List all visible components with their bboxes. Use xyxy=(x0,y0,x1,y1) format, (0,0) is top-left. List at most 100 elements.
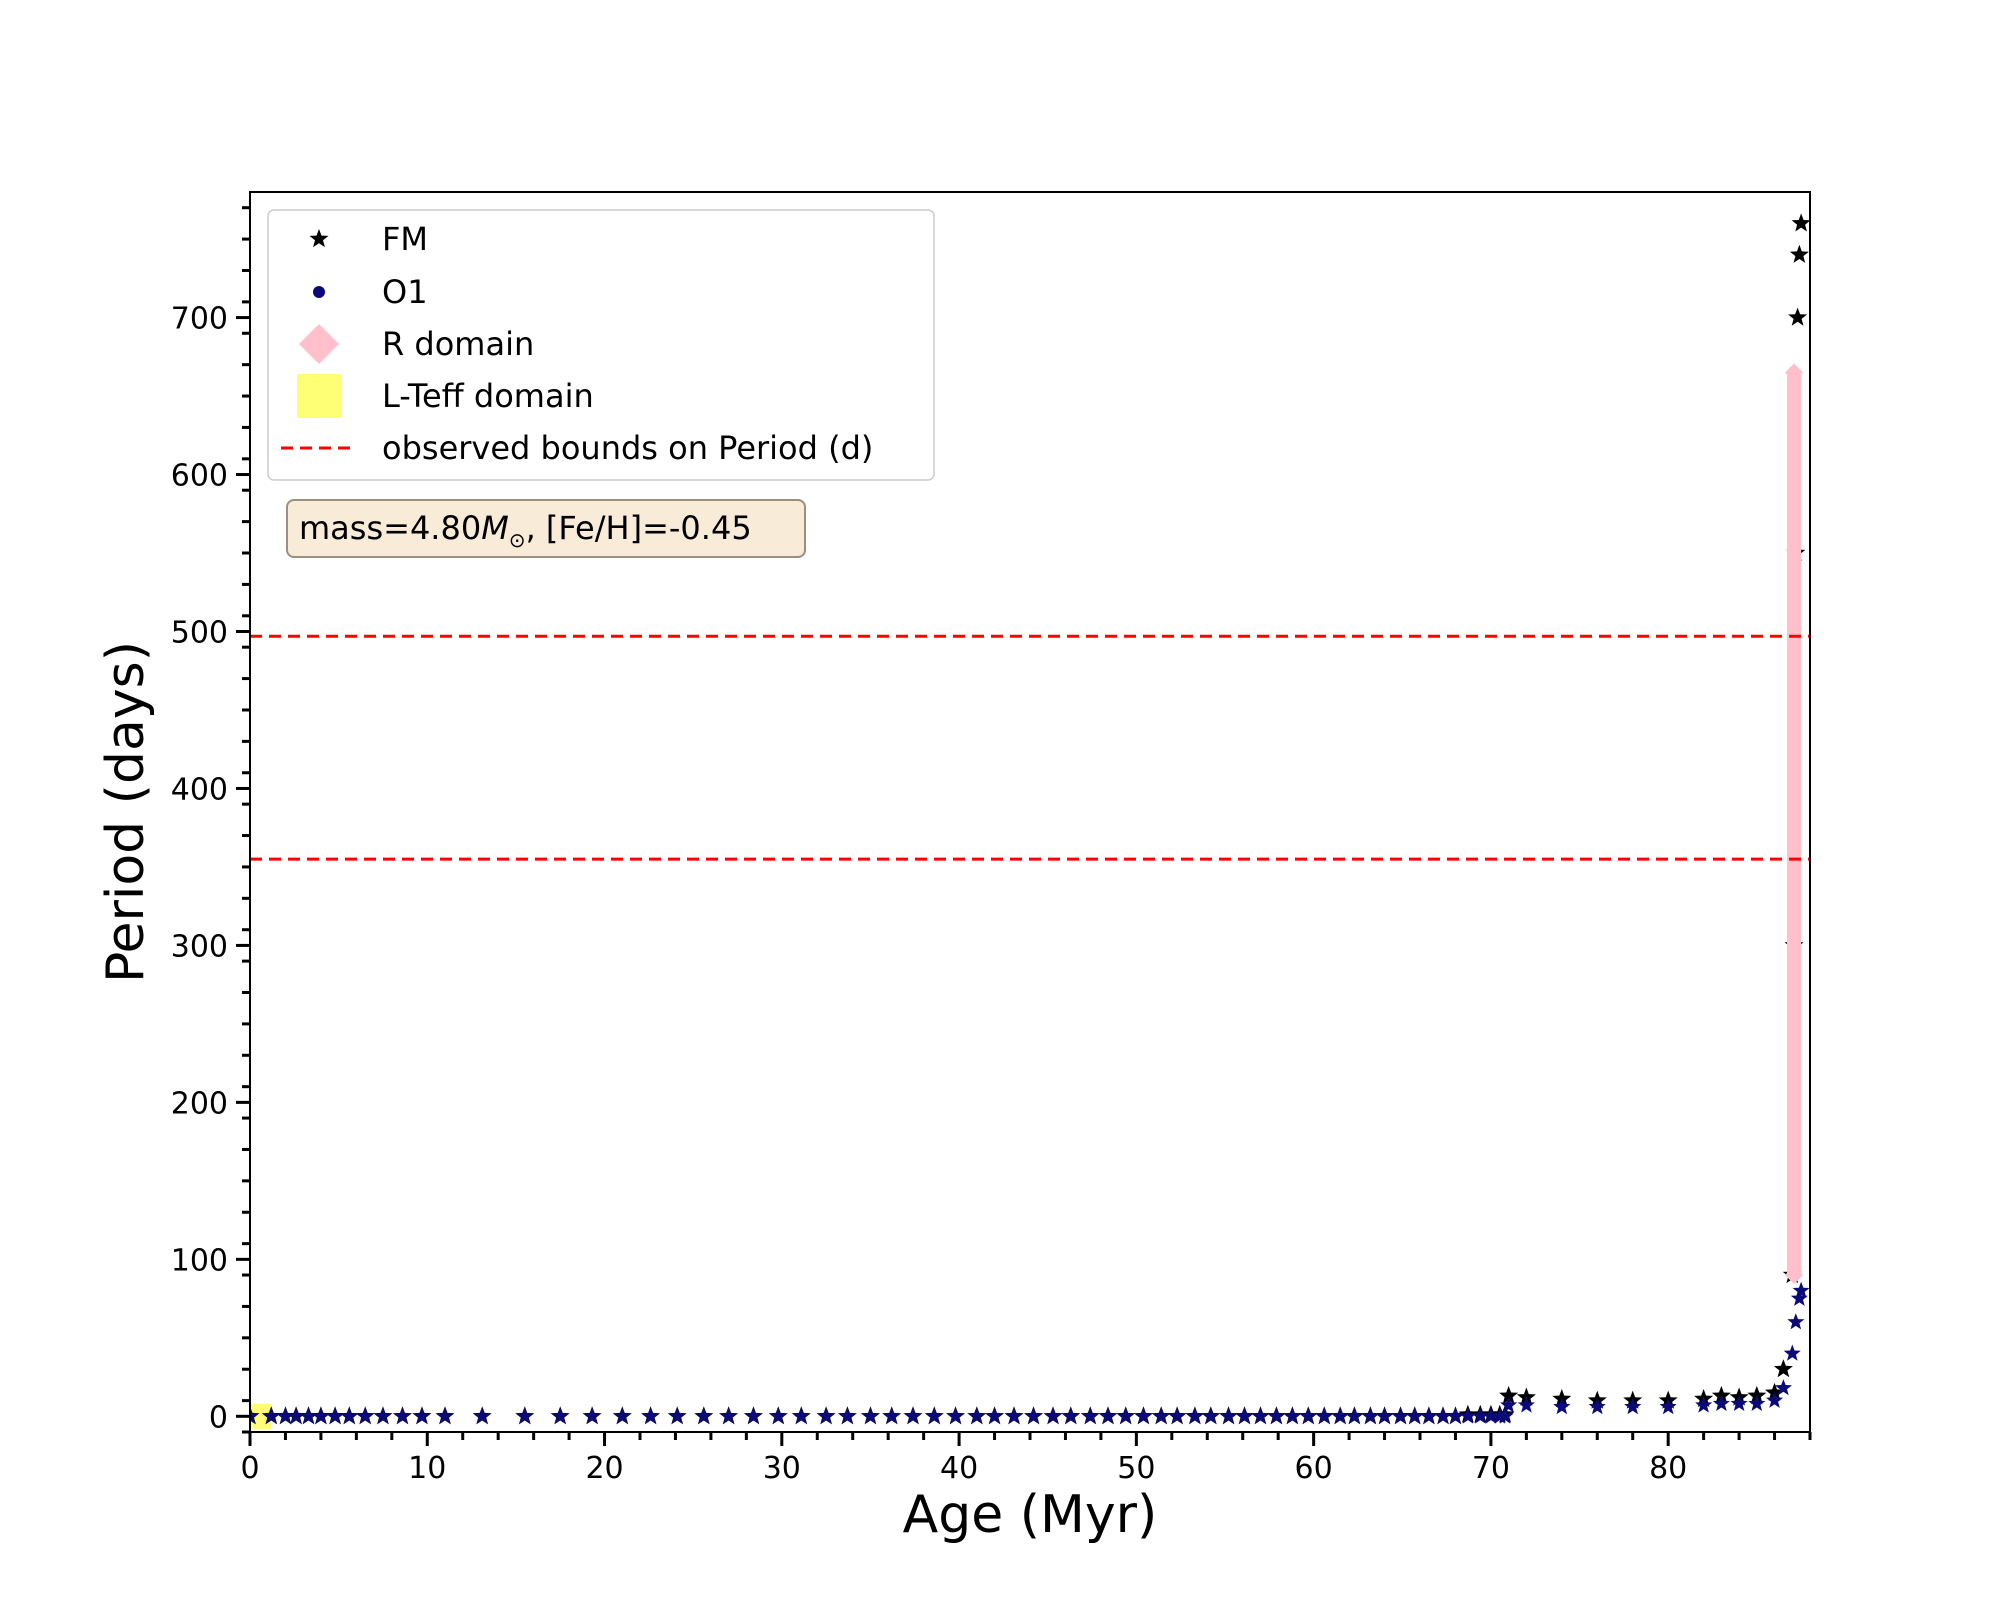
o1-point xyxy=(1517,1396,1535,1413)
o1-point xyxy=(250,1407,259,1424)
y-tick-label: 200 xyxy=(171,1086,228,1121)
fm-point xyxy=(1791,213,1810,232)
o1-point xyxy=(1117,1407,1135,1424)
o1-point xyxy=(883,1407,901,1424)
o1-point xyxy=(1331,1407,1349,1424)
o1-point xyxy=(1787,1313,1805,1330)
o1-point xyxy=(1391,1407,1410,1424)
fm-point xyxy=(1788,307,1808,326)
info-box: mass=4.80M⊙, [Fe/H]=-0.45 xyxy=(286,499,806,558)
o1-point xyxy=(1152,1407,1170,1424)
o1-point xyxy=(744,1407,762,1424)
o1-point xyxy=(1790,1289,1808,1306)
o1-point xyxy=(861,1407,879,1424)
o1-point xyxy=(1186,1407,1204,1424)
x-tick-label: 10 xyxy=(408,1451,446,1486)
y-axis-label: Period (days) xyxy=(96,641,156,983)
r-domain-region xyxy=(1786,372,1802,1276)
o1-point xyxy=(986,1407,1004,1424)
o1-point xyxy=(1446,1407,1464,1424)
o1-point xyxy=(473,1407,491,1424)
o1-point xyxy=(925,1407,943,1424)
o1-point xyxy=(668,1407,686,1424)
r-domain-point xyxy=(1784,1265,1804,1285)
o1-point xyxy=(1062,1407,1080,1424)
o1-point xyxy=(516,1407,534,1424)
y-tick-label: 700 xyxy=(171,302,228,337)
legend-label: FM xyxy=(382,220,428,258)
legend-fm-marker xyxy=(309,229,329,248)
o1-point xyxy=(720,1407,738,1424)
o1-point xyxy=(1748,1394,1766,1411)
o1-point xyxy=(1376,1407,1394,1424)
o1-point xyxy=(1459,1407,1477,1424)
x-tick-label: 70 xyxy=(1472,1451,1510,1486)
o1-point xyxy=(1406,1407,1424,1424)
o1-point xyxy=(583,1407,601,1424)
o1-point xyxy=(792,1407,810,1424)
o1-point xyxy=(817,1407,835,1424)
y-tick-label: 500 xyxy=(171,615,228,650)
o1-point xyxy=(613,1407,631,1424)
o1-point xyxy=(1168,1407,1186,1424)
o1-point xyxy=(1588,1397,1606,1415)
fm-point xyxy=(1789,244,1809,263)
legend-label: observed bounds on Period (d) xyxy=(382,429,873,467)
o1-point xyxy=(1712,1394,1730,1411)
legend-label: L-Teff domain xyxy=(382,377,594,415)
o1-point xyxy=(1792,1281,1810,1298)
y-tick-label: 400 xyxy=(171,772,228,807)
info-box-background xyxy=(286,499,806,558)
o1-point xyxy=(1134,1407,1152,1424)
x-tick-label: 50 xyxy=(1117,1451,1155,1486)
o1-point xyxy=(1774,1379,1792,1396)
x-tick-label: 0 xyxy=(240,1451,259,1486)
plot-area xyxy=(250,213,1810,1429)
info-mass-prefix: mass=4.80 xyxy=(299,509,481,547)
o1-point xyxy=(1081,1407,1099,1424)
o1-point xyxy=(1420,1407,1438,1424)
o1-point xyxy=(1496,1407,1514,1424)
fm-point xyxy=(1499,1385,1519,1404)
info-box-text: mass=4.80M⊙, [Fe/H]=-0.45 xyxy=(299,509,752,552)
o1-point xyxy=(1044,1407,1062,1424)
o1-point xyxy=(276,1407,294,1424)
o1-point xyxy=(1624,1397,1642,1415)
legend-label: R domain xyxy=(382,325,534,363)
x-tick-label: 20 xyxy=(585,1451,623,1486)
o1-point xyxy=(1730,1394,1748,1411)
o1-point xyxy=(1471,1407,1489,1424)
o1-point xyxy=(1299,1407,1317,1424)
legend-l-teff-marker xyxy=(297,374,341,418)
info-mass-symbol: M xyxy=(481,509,509,547)
info-mass-subscript: ⊙ xyxy=(509,528,526,552)
x-tick-label: 30 xyxy=(763,1451,801,1486)
o1-point xyxy=(1659,1397,1677,1415)
x-tick-label: 60 xyxy=(1295,1451,1333,1486)
r-domain-point xyxy=(1784,363,1804,382)
o1-point xyxy=(262,1407,280,1424)
o1-point xyxy=(356,1407,374,1424)
legend-o1-marker xyxy=(313,286,325,298)
o1-point xyxy=(904,1407,922,1424)
legend: FM O1 R domain L-Teff domain observed bounds… xyxy=(267,209,935,481)
fm-point xyxy=(1773,1359,1793,1378)
o1-point xyxy=(1315,1407,1333,1424)
o1-point xyxy=(1025,1407,1043,1424)
o1-point xyxy=(393,1407,411,1424)
x-tick-label: 80 xyxy=(1649,1451,1687,1486)
o1-point xyxy=(1482,1407,1500,1424)
o1-point xyxy=(947,1407,965,1424)
o1-point xyxy=(1500,1396,1518,1413)
o1-point xyxy=(1766,1391,1784,1408)
o1-point xyxy=(1434,1407,1452,1424)
o1-point xyxy=(1283,1407,1301,1424)
o1-point xyxy=(374,1407,392,1424)
o1-point xyxy=(838,1407,856,1424)
o1-point xyxy=(1695,1396,1713,1413)
x-axis-label: Age (Myr) xyxy=(903,1485,1158,1545)
o1-point xyxy=(968,1407,986,1424)
o1-point xyxy=(436,1407,454,1424)
legend-box xyxy=(267,209,935,481)
